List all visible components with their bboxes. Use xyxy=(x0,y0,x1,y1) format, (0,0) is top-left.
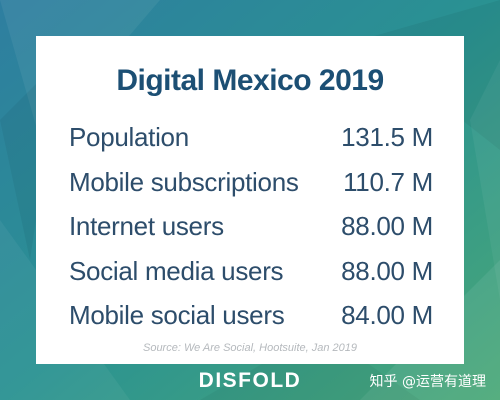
stats-card: Digital Mexico 2019 Population 131.5 M M… xyxy=(36,36,464,364)
card-title: Digital Mexico 2019 xyxy=(116,64,384,97)
stat-row-mobile-social-users: Mobile social users 84.00 M xyxy=(69,298,433,332)
source-note: Source: We Are Social, Hootsuite, Jan 20… xyxy=(142,342,357,354)
stat-row-mobile-subscriptions: Mobile subscriptions 110.7 M xyxy=(69,165,433,199)
stat-label: Mobile subscriptions xyxy=(69,166,299,197)
stat-label: Social media users xyxy=(69,255,284,286)
stat-value: 88.00 M xyxy=(341,210,433,241)
stat-value: 110.7 M xyxy=(343,166,433,197)
stat-value: 88.00 M xyxy=(341,255,433,286)
stat-row-population: Population 131.5 M xyxy=(69,120,433,154)
stat-row-internet-users: Internet users 88.00 M xyxy=(69,209,433,243)
stat-row-social-media-users: Social media users 88.00 M xyxy=(69,254,433,288)
stat-label: Internet users xyxy=(69,210,224,241)
stat-value: 131.5 M xyxy=(341,121,433,152)
brand-logo: DISFOLD xyxy=(198,369,302,392)
stat-value: 84.00 M xyxy=(341,299,433,330)
stat-label: Mobile social users xyxy=(69,299,285,330)
stat-label: Population xyxy=(69,121,189,152)
watermark-text: 知乎 @运营有道理 xyxy=(369,374,486,390)
